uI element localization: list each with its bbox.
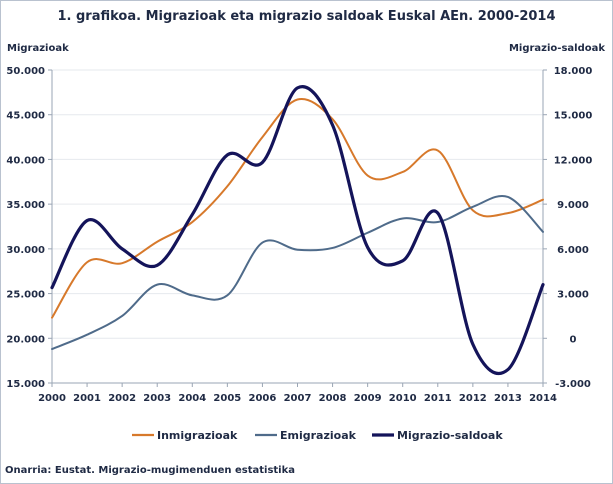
x-tick-label-4: 2004 <box>178 393 206 404</box>
data-point-inmigrazioak-2007 <box>296 98 298 100</box>
data-point-emigrazioak-2014 <box>542 231 544 233</box>
data-point-emigrazioak-2012 <box>472 206 474 208</box>
data-point-emigrazioak-2004 <box>191 294 193 296</box>
y2-tick-label-4: 9.000 <box>557 200 589 211</box>
data-point-emigrazioak-2002 <box>121 315 123 317</box>
x-tick-label-9: 2009 <box>354 393 382 404</box>
data-point-migrazio-saldoak-2002 <box>121 248 123 250</box>
y2-tick-label-6: 15.000 <box>554 111 593 122</box>
data-point-migrazio-saldoak-2007 <box>296 87 298 89</box>
x-tick-label-3: 2003 <box>143 393 171 404</box>
data-point-inmigrazioak-2010 <box>402 171 404 173</box>
y-tick-label-7: 50.000 <box>6 66 45 77</box>
x-tick-label-14: 2014 <box>529 393 557 404</box>
data-point-inmigrazioak-2002 <box>121 262 123 264</box>
y-tick-label-1: 20.000 <box>6 334 45 345</box>
y-tick-label-2: 25.000 <box>6 290 45 301</box>
data-point-migrazio-saldoak-2009 <box>366 246 368 248</box>
data-point-migrazio-saldoak-2010 <box>402 260 404 262</box>
data-point-emigrazioak-2009 <box>366 232 368 234</box>
data-point-inmigrazioak-2004 <box>191 221 193 223</box>
data-point-migrazio-saldoak-2011 <box>437 212 439 214</box>
x-tick-label-12: 2012 <box>459 393 487 404</box>
y-tick-label-4: 35.000 <box>6 200 45 211</box>
y2-tick-label-0: -3.000 <box>555 379 591 390</box>
data-point-emigrazioak-2007 <box>296 249 298 251</box>
x-tick-label-0: 2000 <box>38 393 66 404</box>
data-point-migrazio-saldoak-2008 <box>331 124 333 126</box>
y2-tick-label-7: 18.000 <box>554 66 593 77</box>
x-tick-label-13: 2013 <box>494 393 522 404</box>
data-point-emigrazioak-2000 <box>51 348 53 350</box>
x-tick-label-11: 2011 <box>424 393 452 404</box>
series-line-emigrazioak <box>51 195 544 351</box>
y2-tick-label-1: 0 <box>570 334 577 345</box>
data-point-inmigrazioak-2006 <box>261 136 263 138</box>
data-point-migrazio-saldoak-2001 <box>86 219 88 221</box>
data-point-inmigrazioak-2003 <box>156 241 158 243</box>
data-point-emigrazioak-2006 <box>261 241 263 243</box>
data-point-inmigrazioak-2001 <box>86 261 88 263</box>
y-tick-label-6: 45.000 <box>6 111 45 122</box>
x-tick-label-2: 2002 <box>108 393 136 404</box>
y-tick-label-3: 30.000 <box>6 245 45 256</box>
legend-label-inmigrazioak: Inmigrazioak <box>157 429 238 442</box>
data-point-inmigrazioak-2014 <box>542 198 544 200</box>
legend-label-migrazio-saldoak: Migrazio-saldoak <box>397 429 503 442</box>
data-point-emigrazioak-2011 <box>437 221 439 223</box>
data-point-migrazio-saldoak-2013 <box>507 368 509 370</box>
legend-label-emigrazioak: Emigrazioak <box>280 429 357 442</box>
data-point-emigrazioak-2001 <box>86 334 88 336</box>
x-tick-label-7: 2007 <box>284 393 312 404</box>
data-point-emigrazioak-2005 <box>226 294 228 296</box>
x-tick-label-10: 2010 <box>389 393 417 404</box>
data-point-migrazio-saldoak-2006 <box>261 161 263 163</box>
series-line-migrazio-saldoak <box>50 85 545 376</box>
data-point-migrazio-saldoak-2000 <box>51 286 53 288</box>
data-point-emigrazioak-2013 <box>507 196 509 198</box>
y-tick-label-0: 15.000 <box>6 379 45 390</box>
y2-tick-label-2: 3.000 <box>557 290 589 301</box>
series-line-inmigrazioak <box>51 97 544 319</box>
data-point-emigrazioak-2003 <box>156 283 158 285</box>
data-point-migrazio-saldoak-2004 <box>191 213 193 215</box>
data-point-inmigrazioak-2005 <box>226 185 228 187</box>
data-point-migrazio-saldoak-2012 <box>472 343 474 345</box>
x-tick-label-6: 2006 <box>249 393 277 404</box>
data-point-migrazio-saldoak-2003 <box>156 264 158 266</box>
data-point-inmigrazioak-2000 <box>51 317 53 319</box>
right-axis-title: Migrazio-saldoak <box>508 43 605 54</box>
x-tick-label-5: 2005 <box>213 393 241 404</box>
y-tick-label-5: 40.000 <box>6 155 45 166</box>
data-point-emigrazioak-2008 <box>331 247 333 249</box>
y2-tick-label-5: 12.000 <box>554 155 593 166</box>
data-point-inmigrazioak-2009 <box>366 174 368 176</box>
data-point-emigrazioak-2010 <box>402 217 404 219</box>
data-point-migrazio-saldoak-2014 <box>542 283 544 285</box>
data-point-inmigrazioak-2012 <box>472 209 474 211</box>
source-note: Onarria: Eustat. Migrazio-mugimenduen es… <box>5 465 295 476</box>
x-tick-label-8: 2008 <box>319 393 347 404</box>
x-tick-label-1: 2001 <box>73 393 101 404</box>
y2-tick-label-3: 6.000 <box>557 245 589 256</box>
left-axis-title: Migrazioak <box>7 43 69 54</box>
data-point-inmigrazioak-2011 <box>437 149 439 151</box>
data-point-migrazio-saldoak-2005 <box>226 154 228 156</box>
data-point-inmigrazioak-2013 <box>507 212 509 214</box>
chart-title: 1. grafikoa. Migrazioak eta migrazio sal… <box>57 9 556 24</box>
